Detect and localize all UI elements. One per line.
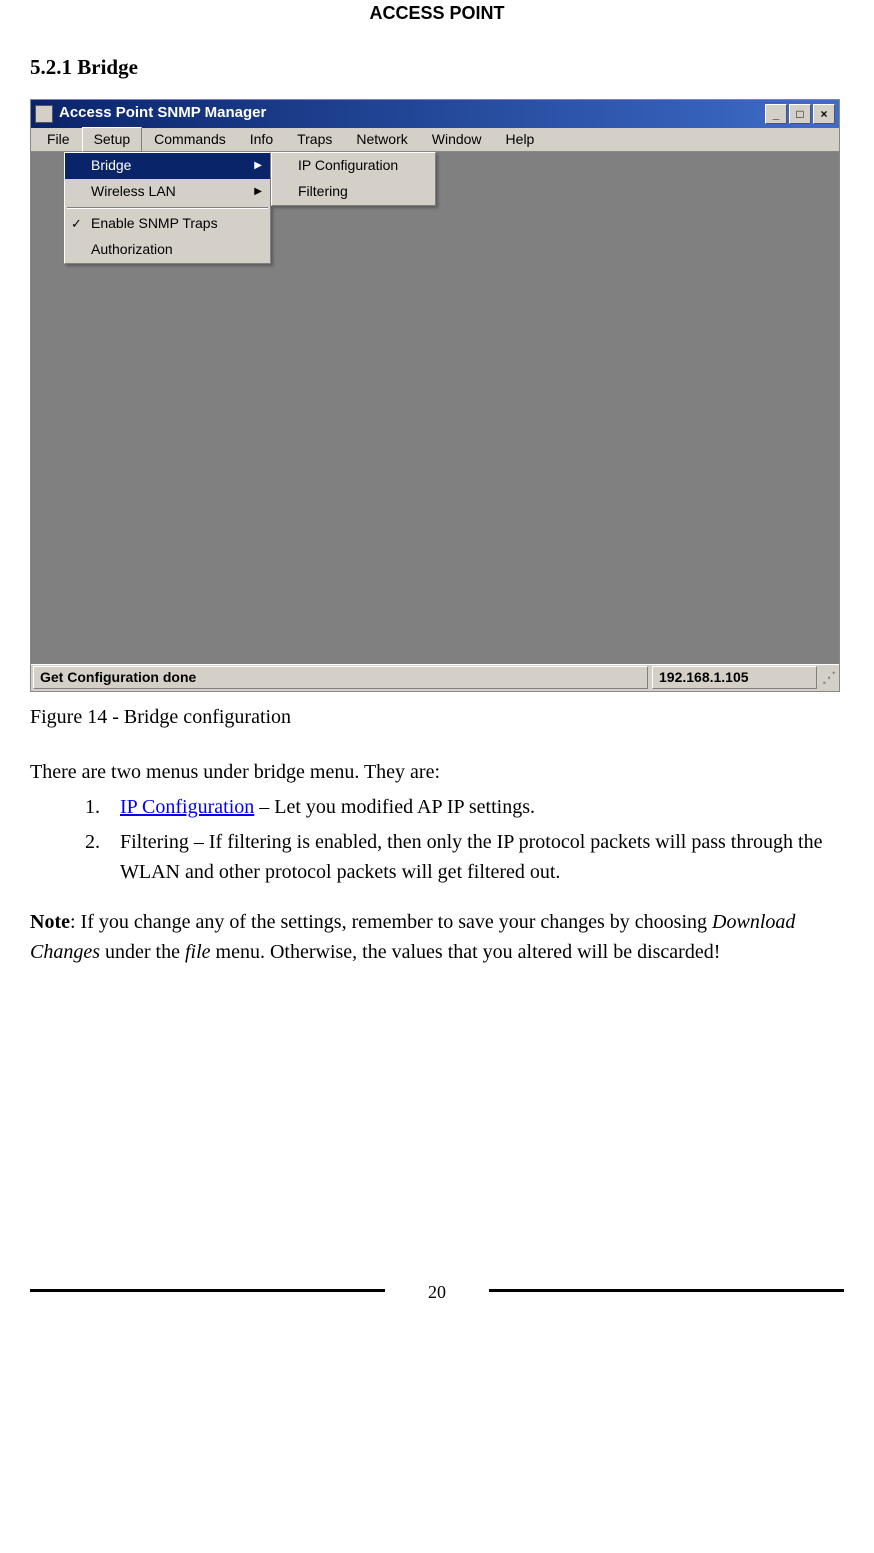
menu-separator bbox=[67, 207, 268, 209]
menu-file[interactable]: File bbox=[35, 127, 82, 152]
titlebar: Access Point SNMP Manager _ □ × bbox=[31, 100, 839, 128]
minimize-button[interactable]: _ bbox=[765, 104, 787, 124]
check-icon: ✓ bbox=[71, 214, 82, 234]
menu-traps[interactable]: Traps bbox=[285, 127, 344, 152]
menu-enable-snmp-traps[interactable]: ✓ Enable SNMP Traps bbox=[65, 211, 270, 237]
section-title: 5.2.1 Bridge bbox=[30, 52, 844, 84]
resize-grip-icon[interactable]: ⋰ bbox=[819, 667, 839, 688]
list-item: 2. Filtering – If filtering is enabled, … bbox=[85, 827, 844, 887]
figure-caption: Figure 14 - Bridge configuration bbox=[30, 702, 844, 732]
note-text3: menu. Otherwise, the values that you alt… bbox=[211, 941, 721, 963]
menu-ip-configuration[interactable]: IP Configuration bbox=[272, 153, 435, 179]
menu-setup[interactable]: Setup bbox=[82, 127, 143, 152]
menu-filtering[interactable]: Filtering bbox=[272, 179, 435, 205]
note-text2: under the bbox=[100, 941, 185, 963]
menu-info[interactable]: Info bbox=[238, 127, 285, 152]
footer-rule-left bbox=[30, 1289, 385, 1292]
bridge-submenu: IP Configuration Filtering bbox=[271, 152, 436, 206]
footer-rule-right bbox=[489, 1289, 844, 1292]
list-text: IP Configuration – Let you modified AP I… bbox=[120, 792, 844, 822]
submenu-arrow-icon: ▶ bbox=[254, 184, 262, 199]
status-ip: 192.168.1.105 bbox=[652, 666, 817, 689]
menu-commands[interactable]: Commands bbox=[142, 127, 238, 152]
ip-configuration-link[interactable]: IP Configuration bbox=[120, 796, 254, 818]
page-number: 20 bbox=[413, 1279, 461, 1306]
list-number: 1. bbox=[85, 792, 120, 822]
menu-help[interactable]: Help bbox=[494, 127, 547, 152]
app-icon bbox=[35, 105, 53, 123]
status-message: Get Configuration done bbox=[33, 666, 648, 689]
intro-text: There are two menus under bridge menu. T… bbox=[30, 757, 844, 787]
window-title: Access Point SNMP Manager bbox=[59, 102, 765, 125]
list-rest: – Let you modified AP IP settings. bbox=[254, 796, 535, 818]
menu-window[interactable]: Window bbox=[420, 127, 494, 152]
titlebar-buttons: _ □ × bbox=[765, 104, 835, 124]
page-footer: 20 bbox=[30, 1277, 844, 1307]
close-button[interactable]: × bbox=[813, 104, 835, 124]
setup-dropdown: Bridge ▶ Wireless LAN ▶ ✓ Enable SNMP Tr… bbox=[64, 152, 271, 264]
note-label: Note bbox=[30, 911, 70, 933]
menu-wireless-lan[interactable]: Wireless LAN ▶ bbox=[65, 179, 270, 205]
menubar: File Setup Commands Info Traps Network W… bbox=[31, 128, 839, 152]
menu-ip-config-label: IP Configuration bbox=[298, 155, 398, 176]
note-em2: file bbox=[185, 941, 211, 963]
menu-wireless-lan-label: Wireless LAN bbox=[91, 181, 176, 202]
menu-filtering-label: Filtering bbox=[298, 181, 348, 202]
note-text: : If you change any of the settings, rem… bbox=[70, 911, 712, 933]
app-window: Access Point SNMP Manager _ □ × File Set… bbox=[30, 99, 840, 692]
menu-authorization-label: Authorization bbox=[91, 239, 173, 260]
content-area: Bridge ▶ Wireless LAN ▶ ✓ Enable SNMP Tr… bbox=[31, 152, 839, 664]
list-item: 1. IP Configuration – Let you modified A… bbox=[85, 792, 844, 822]
submenu-arrow-icon: ▶ bbox=[254, 158, 262, 173]
list-number: 2. bbox=[85, 827, 120, 887]
numbered-list: 1. IP Configuration – Let you modified A… bbox=[85, 792, 844, 887]
menu-bridge[interactable]: Bridge ▶ bbox=[65, 153, 270, 179]
menu-enable-snmp-label: Enable SNMP Traps bbox=[91, 213, 218, 234]
page-header: ACCESS POINT bbox=[30, 0, 844, 27]
statusbar: Get Configuration done 192.168.1.105 ⋰ bbox=[31, 664, 839, 691]
maximize-button[interactable]: □ bbox=[789, 104, 811, 124]
menu-network[interactable]: Network bbox=[344, 127, 419, 152]
menu-authorization[interactable]: Authorization bbox=[65, 237, 270, 263]
list-text: Filtering – If filtering is enabled, the… bbox=[120, 827, 844, 887]
note-paragraph: Note: If you change any of the settings,… bbox=[30, 907, 844, 967]
menu-bridge-label: Bridge bbox=[91, 155, 131, 176]
